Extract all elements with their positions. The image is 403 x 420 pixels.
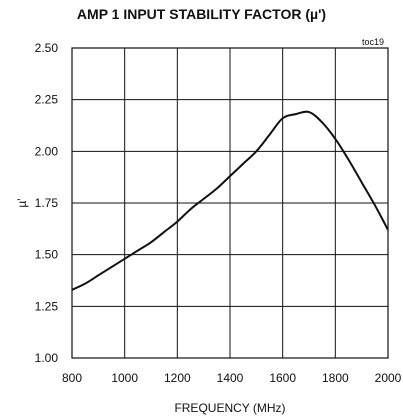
y-tick-label: 1.25 <box>35 299 59 313</box>
plot-frame <box>71 47 389 359</box>
x-tick-label: 1000 <box>111 371 138 385</box>
chart-title: AMP 1 INPUT STABILITY FACTOR (µ') <box>76 6 327 22</box>
y-tick-label: 1.00 <box>35 351 59 365</box>
y-tick-label: 2.25 <box>35 93 59 107</box>
y-tick-label: 2.50 <box>35 41 59 55</box>
x-axis-label: FREQUENCY (MHz) <box>174 401 285 415</box>
corner-label: toc19 <box>362 37 384 47</box>
series-line <box>71 110 389 291</box>
x-tick-label: 800 <box>62 371 82 385</box>
x-tick-label: 1600 <box>269 371 296 385</box>
y-tick-label: 1.75 <box>35 196 59 210</box>
x-tick-label: 1800 <box>322 371 349 385</box>
x-tick-label: 2000 <box>375 371 402 385</box>
y-axis-label: µ' <box>15 198 29 207</box>
x-tick-label: 1400 <box>217 371 244 385</box>
x-tick-label: 1200 <box>164 371 191 385</box>
y-tick-label: 1.50 <box>35 248 59 262</box>
y-tick-label: 2.00 <box>35 144 59 158</box>
